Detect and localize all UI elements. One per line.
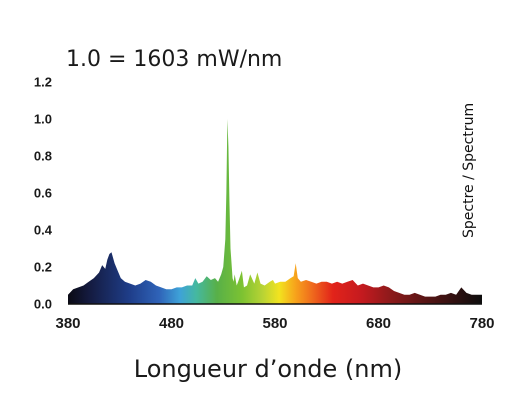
x-tick-label: 580 — [262, 315, 287, 332]
y-tick-label: 0.6 — [34, 186, 52, 201]
side-label: Spectre / Spectrum — [461, 103, 477, 238]
x-axis-label: Longueur d’onde (nm) — [134, 355, 402, 383]
x-tick-label: 780 — [469, 315, 494, 332]
x-tick-label: 380 — [55, 315, 80, 332]
y-tick-label: 0.8 — [34, 149, 52, 164]
y-tick-label: 1.2 — [34, 75, 52, 90]
x-tick-label: 480 — [159, 315, 184, 332]
x-tick-label: 680 — [366, 315, 391, 332]
y-tick-label: 0.0 — [34, 297, 52, 312]
x-axis-ticks: 380 480 580 680 780 — [55, 315, 494, 332]
y-tick-label: 1.0 — [34, 112, 52, 127]
spectrum-area — [68, 119, 482, 304]
y-axis-ticks: 0.0 0.2 0.4 0.6 0.8 1.0 1.2 — [34, 75, 53, 312]
chart-title: 1.0 = 1603 mW/nm — [66, 47, 282, 72]
y-tick-label: 0.4 — [34, 223, 53, 238]
y-tick-label: 0.2 — [34, 260, 52, 275]
